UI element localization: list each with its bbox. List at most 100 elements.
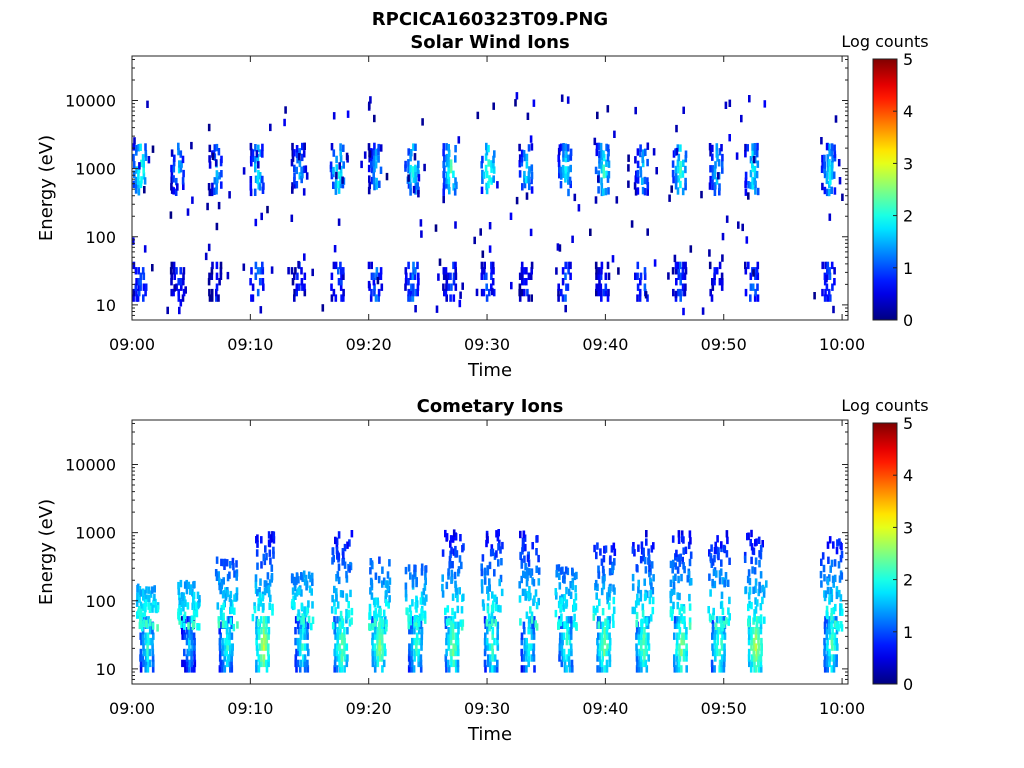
heatmap-cell bbox=[676, 659, 679, 668]
heatmap-cell bbox=[830, 148, 834, 157]
heatmap-cell bbox=[417, 190, 420, 198]
heatmap-cell bbox=[674, 267, 678, 275]
heatmap-cell bbox=[335, 594, 338, 602]
heatmap-cell bbox=[631, 546, 635, 554]
heatmap-cell bbox=[741, 223, 744, 232]
heatmap-cell bbox=[340, 659, 343, 668]
heatmap-cell bbox=[267, 585, 271, 593]
heatmap-cell bbox=[682, 648, 686, 657]
heatmap-cell bbox=[385, 599, 388, 607]
heatmap-cell bbox=[458, 555, 462, 563]
heatmap-cell bbox=[444, 607, 447, 616]
heatmap-cell bbox=[377, 155, 380, 163]
heatmap-cell bbox=[753, 177, 756, 185]
heatmap-cell bbox=[228, 659, 232, 668]
heatmap-cell bbox=[747, 637, 751, 646]
heatmap-cell bbox=[197, 600, 201, 608]
x-tick-label: 09:00 bbox=[109, 335, 155, 354]
heatmap-cell bbox=[481, 155, 484, 164]
heatmap-cell bbox=[198, 595, 201, 603]
heatmap-cell bbox=[170, 170, 174, 178]
heatmap-cell bbox=[137, 188, 141, 196]
heatmap-cell bbox=[487, 144, 490, 153]
heatmap-cell bbox=[368, 181, 371, 190]
heatmap-cell bbox=[675, 124, 678, 133]
heatmap-cell bbox=[636, 261, 640, 270]
heatmap-cell bbox=[419, 654, 423, 662]
heatmap-cell bbox=[752, 269, 755, 277]
heatmap-cell bbox=[722, 665, 726, 673]
heatmap-cell bbox=[132, 161, 136, 169]
heatmap-cell bbox=[332, 166, 335, 175]
heatmap-cell bbox=[255, 632, 259, 640]
heatmap-cell bbox=[608, 643, 612, 651]
heatmap-cell bbox=[376, 648, 379, 657]
heatmap-cell bbox=[337, 531, 341, 539]
heatmap-cell bbox=[262, 603, 265, 611]
heatmap-cell bbox=[627, 164, 630, 172]
heatmap-cell bbox=[681, 632, 684, 640]
x-tick-label: 09:40 bbox=[582, 335, 628, 354]
heatmap-cell bbox=[233, 570, 236, 578]
heatmap-cell bbox=[688, 558, 692, 567]
heatmap-cell bbox=[268, 549, 272, 557]
heatmap-cell bbox=[747, 181, 750, 189]
heatmap-cell bbox=[338, 162, 341, 170]
heatmap-cell bbox=[605, 659, 609, 668]
heatmap-cell bbox=[488, 584, 491, 592]
heatmap-cell bbox=[444, 267, 448, 275]
heatmap-cell bbox=[565, 665, 568, 673]
heatmap-cell bbox=[679, 165, 682, 174]
heatmap-cell bbox=[418, 637, 421, 646]
heatmap-cell bbox=[526, 112, 530, 120]
heatmap-cell bbox=[523, 170, 526, 179]
heatmap-cell bbox=[146, 632, 150, 640]
heatmap-cell bbox=[368, 611, 372, 619]
heatmap-cell bbox=[178, 604, 181, 612]
heatmap-cell bbox=[425, 594, 428, 602]
heatmap-cell bbox=[174, 188, 178, 196]
heatmap-cell bbox=[558, 598, 562, 606]
heatmap-cell bbox=[218, 172, 221, 180]
heatmap-cell bbox=[520, 632, 524, 640]
heatmap-cell bbox=[681, 272, 685, 280]
heatmap-cell bbox=[186, 665, 189, 673]
heatmap-cell bbox=[307, 648, 310, 657]
heatmap-cell bbox=[830, 165, 834, 174]
heatmap-cell bbox=[225, 648, 229, 657]
heatmap-cell bbox=[348, 539, 351, 547]
heatmap-cell bbox=[600, 659, 604, 668]
heatmap-cell bbox=[646, 182, 650, 190]
heatmap-cell bbox=[444, 181, 448, 189]
heatmap-cell bbox=[568, 659, 571, 668]
heatmap-cell bbox=[599, 632, 602, 640]
heatmap-cell bbox=[490, 267, 493, 275]
heatmap-cell bbox=[411, 294, 415, 302]
heatmap-cell bbox=[296, 637, 300, 646]
heatmap-cell bbox=[836, 643, 839, 651]
heatmap-cell bbox=[219, 659, 223, 668]
heatmap-cell bbox=[635, 619, 638, 628]
heatmap-cell bbox=[454, 632, 458, 640]
heatmap-cell bbox=[418, 627, 421, 635]
heatmap-cell bbox=[555, 267, 558, 275]
heatmap-cell bbox=[457, 648, 460, 657]
heatmap-cell bbox=[833, 278, 836, 286]
heatmap-cell bbox=[444, 288, 448, 297]
heatmap-cell bbox=[379, 144, 383, 152]
heatmap-cell bbox=[298, 586, 301, 594]
heatmap-cell bbox=[223, 665, 227, 673]
heatmap-cell bbox=[722, 620, 726, 628]
heatmap-cell bbox=[599, 283, 603, 291]
heatmap-cell bbox=[515, 196, 519, 205]
heatmap-cell bbox=[744, 261, 747, 270]
heatmap-cell bbox=[484, 164, 488, 173]
heatmap-cell bbox=[682, 159, 685, 167]
heatmap-cell bbox=[147, 616, 150, 624]
heatmap-cell bbox=[376, 659, 380, 668]
heatmap-cell bbox=[515, 92, 519, 100]
heatmap-cell bbox=[820, 137, 823, 145]
heatmap-cell bbox=[631, 606, 635, 615]
heatmap-cell bbox=[378, 556, 381, 564]
heatmap-cell bbox=[450, 654, 453, 662]
